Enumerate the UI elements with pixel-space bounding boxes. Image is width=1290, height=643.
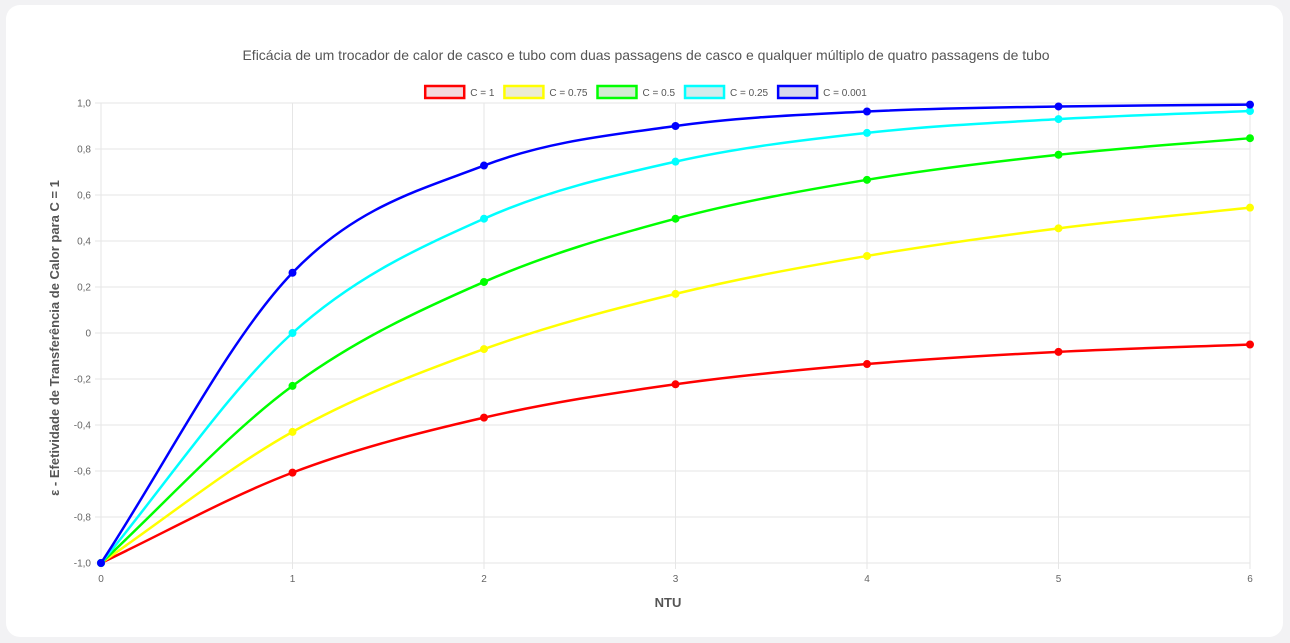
data-point[interactable]: [863, 251, 871, 260]
y-tick-label: 0,6: [77, 191, 91, 202]
x-axis-title: NTU: [655, 595, 682, 610]
data-point[interactable]: [863, 128, 871, 137]
y-tick-label: 0: [85, 329, 91, 340]
data-point[interactable]: [671, 157, 680, 166]
data-point[interactable]: [1246, 340, 1254, 349]
data-point[interactable]: [480, 161, 488, 170]
data-point[interactable]: [671, 289, 680, 298]
series-lines: [97, 100, 1254, 567]
data-point[interactable]: [671, 122, 680, 130]
data-point[interactable]: [671, 380, 680, 389]
x-tick-label: 2: [481, 574, 487, 585]
data-point[interactable]: [288, 468, 297, 477]
data-point[interactable]: [97, 559, 105, 567]
legend-swatch: [776, 84, 819, 100]
legend-swatch: [596, 84, 638, 100]
legend-label: C = 0.75: [549, 88, 588, 99]
y-tick-label: -0,8: [74, 513, 92, 524]
data-point[interactable]: [288, 381, 297, 390]
data-point[interactable]: [1246, 134, 1254, 143]
x-tick-label: 0: [98, 574, 104, 585]
data-point[interactable]: [480, 413, 488, 422]
legend-label: C = 0.001: [823, 88, 867, 99]
data-point[interactable]: [1054, 347, 1063, 356]
series-4: [97, 100, 1254, 567]
data-point[interactable]: [863, 360, 871, 369]
data-point[interactable]: [1246, 203, 1254, 212]
data-point[interactable]: [480, 277, 488, 286]
legend-item[interactable]: C = 0.5: [596, 84, 676, 100]
data-point[interactable]: [1246, 100, 1254, 109]
legend-label: C = 0.25: [730, 88, 769, 99]
y-tick-label: -0,6: [74, 467, 92, 478]
chart-title: Eficácia de um trocador de calor de casc…: [242, 47, 1049, 63]
data-point[interactable]: [288, 329, 297, 337]
data-point[interactable]: [671, 214, 680, 223]
data-point[interactable]: [1054, 150, 1063, 159]
data-point[interactable]: [1054, 224, 1063, 233]
data-point[interactable]: [863, 107, 871, 116]
grid: [95, 102, 1251, 569]
legend-item[interactable]: C = 0.001: [776, 84, 867, 100]
series-0: [97, 340, 1254, 567]
x-tick-label: 1: [290, 574, 296, 585]
legend-label: C = 1: [470, 88, 495, 99]
y-tick-label: 1,0: [77, 99, 91, 110]
x-tick-label: 6: [1247, 574, 1253, 585]
data-point[interactable]: [288, 268, 297, 277]
legend[interactable]: C = 1 C = 0.75 C = 0.5 C = 0.25 C = 0.001: [423, 84, 867, 100]
y-axis-title: ε - Efetividade de Transferência de Calo…: [47, 180, 62, 496]
x-tick-label: 5: [1056, 574, 1062, 585]
data-point[interactable]: [288, 427, 297, 436]
legend-label: C = 0.5: [643, 88, 676, 99]
data-point[interactable]: [1054, 115, 1063, 124]
legend-item[interactable]: C = 0.75: [503, 84, 588, 100]
chart-card: Eficácia de um trocador de calor de casc…: [6, 5, 1283, 637]
legend-item[interactable]: C = 1: [423, 84, 495, 100]
legend-swatch: [503, 84, 545, 100]
data-point[interactable]: [480, 214, 488, 223]
y-axis-ticks: -1,0 -0,8 -0,6 -0,4 -0,2 0 0,2 0,4 0,6 0,8 1,0: [74, 99, 92, 570]
data-point[interactable]: [1054, 102, 1063, 111]
chart-svg: Eficácia de um trocador de calor de casc…: [47, 47, 1254, 610]
x-tick-label: 3: [673, 574, 679, 585]
y-tick-label: -0,4: [74, 421, 92, 432]
x-axis-ticks: 0 1 2 3 4 5 6: [98, 574, 1253, 585]
y-tick-label: -0,2: [74, 375, 92, 386]
x-tick-label: 4: [864, 574, 870, 585]
series-line: [99, 103, 1251, 564]
y-tick-label: 0,8: [77, 145, 91, 156]
data-point[interactable]: [480, 345, 488, 354]
y-tick-label: -1,0: [74, 559, 92, 570]
data-point[interactable]: [863, 175, 871, 184]
legend-swatch: [423, 84, 466, 100]
legend-item[interactable]: C = 0.25: [683, 84, 769, 100]
y-tick-label: 0,2: [77, 283, 91, 294]
y-tick-label: 0,4: [77, 237, 91, 248]
legend-swatch: [683, 84, 726, 100]
